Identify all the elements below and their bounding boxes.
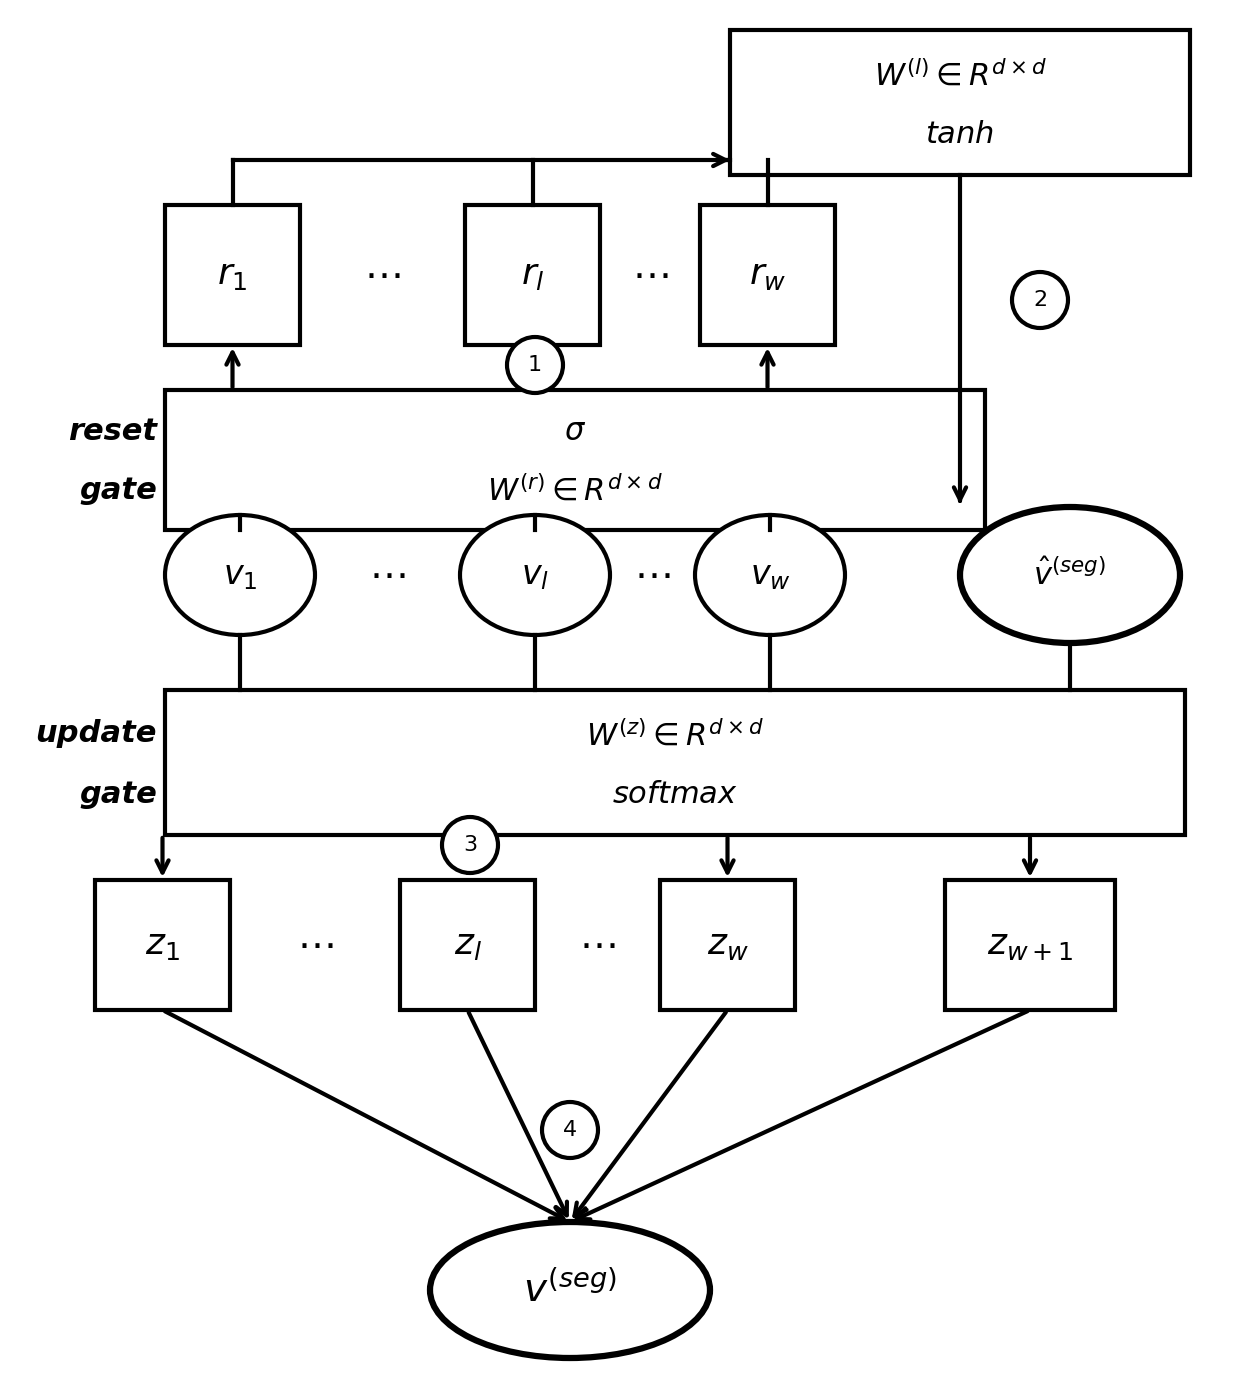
Text: $W^{(r)} \in R^{d\times d}$: $W^{(r)} \in R^{d\times d}$ bbox=[487, 474, 663, 506]
Text: update: update bbox=[36, 718, 157, 747]
Text: $W^{(l)} \in R^{d\times d}$: $W^{(l)} \in R^{d\times d}$ bbox=[874, 61, 1047, 92]
Text: $W^{(z)} \in R^{d\times d}$: $W^{(z)} \in R^{d\times d}$ bbox=[587, 721, 764, 752]
Ellipse shape bbox=[460, 514, 610, 634]
Bar bbox=[730, 30, 1190, 175]
Text: $\hat{v}^{(seg)}$: $\hat{v}^{(seg)}$ bbox=[1033, 558, 1106, 592]
Bar bbox=[945, 880, 1115, 1009]
Text: $z_w$: $z_w$ bbox=[707, 928, 749, 963]
Text: reset: reset bbox=[68, 418, 157, 447]
Text: 4: 4 bbox=[563, 1120, 577, 1140]
Bar bbox=[401, 880, 534, 1009]
Ellipse shape bbox=[694, 514, 844, 634]
Bar bbox=[165, 690, 1185, 836]
Text: $\cdots$: $\cdots$ bbox=[365, 256, 401, 294]
Text: gate: gate bbox=[79, 781, 157, 809]
Text: $r_w$: $r_w$ bbox=[749, 258, 786, 292]
Text: 1: 1 bbox=[528, 354, 542, 375]
Ellipse shape bbox=[542, 1102, 598, 1158]
Text: gate: gate bbox=[79, 476, 157, 505]
Ellipse shape bbox=[1012, 272, 1068, 328]
Bar bbox=[165, 205, 300, 345]
Bar bbox=[465, 205, 600, 345]
Text: $v^{(seg)}$: $v^{(seg)}$ bbox=[523, 1270, 618, 1310]
Text: $v_w$: $v_w$ bbox=[749, 558, 790, 592]
Text: $z_{w+1}$: $z_{w+1}$ bbox=[987, 928, 1074, 963]
Bar bbox=[95, 880, 229, 1009]
Text: $softmax$: $softmax$ bbox=[613, 781, 738, 809]
Text: $z_l$: $z_l$ bbox=[454, 928, 481, 963]
Text: $\cdots$: $\cdots$ bbox=[579, 927, 616, 964]
Text: $r_1$: $r_1$ bbox=[217, 258, 248, 292]
Text: $tanh$: $tanh$ bbox=[925, 120, 994, 149]
Bar bbox=[701, 205, 835, 345]
Ellipse shape bbox=[430, 1222, 711, 1358]
Bar bbox=[165, 390, 985, 530]
Ellipse shape bbox=[165, 514, 315, 634]
Ellipse shape bbox=[441, 816, 498, 873]
Text: $r_l$: $r_l$ bbox=[521, 258, 544, 292]
Text: $z_1$: $z_1$ bbox=[145, 928, 180, 963]
Ellipse shape bbox=[960, 507, 1180, 643]
Text: $\sigma$: $\sigma$ bbox=[564, 418, 587, 447]
Ellipse shape bbox=[507, 336, 563, 393]
Text: $v_1$: $v_1$ bbox=[223, 558, 257, 592]
Text: $\cdots$: $\cdots$ bbox=[370, 556, 405, 594]
Text: $\cdots$: $\cdots$ bbox=[631, 256, 668, 294]
Bar bbox=[660, 880, 795, 1009]
Text: 3: 3 bbox=[463, 836, 477, 855]
Text: 2: 2 bbox=[1033, 290, 1047, 310]
Text: $\cdots$: $\cdots$ bbox=[296, 927, 334, 964]
Text: $\cdots$: $\cdots$ bbox=[634, 556, 671, 594]
Text: $v_l$: $v_l$ bbox=[521, 558, 549, 592]
